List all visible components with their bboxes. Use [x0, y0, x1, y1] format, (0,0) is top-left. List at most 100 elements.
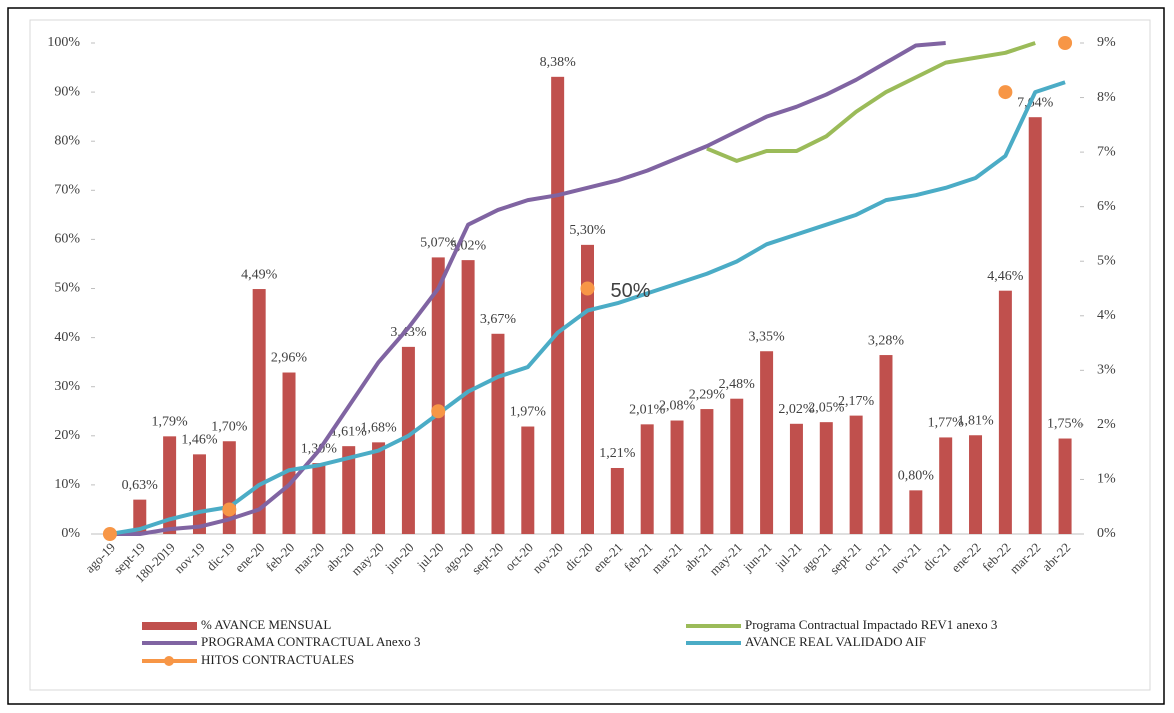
bar — [372, 442, 386, 534]
data-label: 1,70% — [211, 419, 248, 434]
bar — [760, 351, 774, 534]
legend-label: PROGRAMA CONTRACTUAL Anexo 3 — [201, 634, 420, 649]
legend-marker — [164, 656, 174, 666]
milestone-marker — [1058, 36, 1073, 50]
data-label: 1,75% — [1047, 417, 1084, 432]
bar — [939, 437, 953, 534]
bar — [789, 423, 803, 534]
bar — [133, 499, 147, 534]
bar — [581, 244, 594, 534]
bar — [670, 420, 684, 534]
bar — [431, 257, 445, 534]
milestone-marker — [102, 527, 117, 541]
data-label: 5,07% — [420, 236, 457, 251]
bar — [1028, 117, 1042, 534]
line — [109, 41, 946, 536]
legend-swatch — [142, 622, 197, 630]
data-label: 1,77% — [928, 416, 965, 431]
data-label: 1,81% — [957, 413, 994, 428]
y2-tick-label: 4% — [1097, 308, 1116, 323]
data-label: 7,64% — [1017, 95, 1054, 110]
bar — [1058, 438, 1072, 534]
y-tick-label: 90% — [54, 84, 80, 99]
y2-tick-label: 7% — [1097, 144, 1116, 159]
bar — [998, 290, 1012, 534]
line — [706, 41, 1036, 163]
milestone-marker — [998, 85, 1013, 100]
data-label: 1,97% — [510, 405, 547, 420]
data-label: 1,46% — [181, 433, 218, 448]
bar — [163, 436, 177, 534]
bar — [491, 333, 505, 534]
y2-tick-label: 0% — [1097, 526, 1116, 541]
milestone-marker — [580, 281, 595, 296]
bar — [969, 435, 983, 534]
plot-frame — [29, 19, 1151, 691]
bar — [909, 490, 923, 534]
y2-tick-label: 2% — [1097, 417, 1116, 432]
bar — [342, 446, 356, 534]
legend-label: HITOS CONTRACTUALES — [201, 652, 354, 667]
y-tick-label: 60% — [54, 232, 80, 247]
bar — [640, 424, 654, 534]
bar — [849, 415, 863, 534]
bar — [192, 454, 206, 534]
y-tick-label: 0% — [61, 526, 80, 541]
data-label: 3,35% — [749, 329, 786, 344]
data-label: 1,68% — [360, 421, 397, 436]
bar — [521, 426, 535, 534]
y-tick-label: 20% — [54, 428, 80, 443]
bar — [730, 398, 744, 534]
bar — [401, 346, 415, 534]
data-label: 5,30% — [569, 223, 606, 238]
y-tick-label: 50% — [54, 281, 80, 296]
data-label: 0,80% — [898, 469, 935, 484]
bar — [252, 289, 266, 534]
milestone-marker — [222, 502, 237, 517]
bar — [879, 355, 893, 534]
y-tick-label: 80% — [54, 133, 80, 148]
line — [109, 80, 1066, 536]
legend-label: Programa Contractual Impactado REV1 anex… — [745, 617, 997, 632]
bar — [461, 260, 475, 534]
data-label: 2,48% — [719, 377, 756, 392]
data-label: 2,02% — [778, 402, 815, 417]
y2-tick-label: 5% — [1097, 253, 1116, 268]
y-tick-label: 40% — [54, 330, 80, 345]
data-label: 3,28% — [868, 333, 905, 348]
y2-tick-label: 1% — [1097, 472, 1116, 487]
y2-tick-label: 6% — [1097, 199, 1116, 214]
data-label: 2,29% — [689, 387, 726, 402]
data-label: 8,38% — [540, 55, 577, 70]
data-label: 2,01% — [629, 403, 666, 418]
y2-tick-label: 3% — [1097, 363, 1116, 378]
data-label: 2,17% — [838, 394, 875, 409]
data-label: 1,79% — [152, 415, 189, 430]
annotation: 50% — [611, 280, 651, 302]
bar — [700, 409, 714, 534]
milestone-marker — [431, 404, 446, 419]
y-tick-label: 100% — [47, 35, 80, 50]
data-label: 2,08% — [659, 399, 696, 414]
data-label: 2,96% — [271, 351, 308, 366]
y-tick-label: 10% — [54, 477, 80, 492]
bar — [819, 422, 833, 534]
y-tick-label: 70% — [54, 183, 80, 198]
data-label: 3,67% — [480, 312, 517, 327]
bar — [610, 467, 624, 534]
legend-label: % AVANCE MENSUAL — [201, 617, 331, 632]
data-label: 0,63% — [122, 478, 159, 493]
y2-tick-label: 9% — [1097, 35, 1116, 50]
data-label: 1,21% — [599, 446, 636, 461]
data-label: 4,49% — [241, 267, 278, 282]
legend-label: AVANCE REAL VALIDADO AIF — [745, 634, 926, 649]
data-label: 4,46% — [987, 269, 1024, 284]
bar — [282, 372, 296, 534]
y2-tick-label: 8% — [1097, 90, 1116, 105]
data-label: 1,61% — [331, 424, 368, 439]
data-label: 2,05% — [808, 400, 845, 415]
y-tick-label: 30% — [54, 379, 80, 394]
bar — [551, 76, 565, 534]
bar — [312, 463, 326, 534]
